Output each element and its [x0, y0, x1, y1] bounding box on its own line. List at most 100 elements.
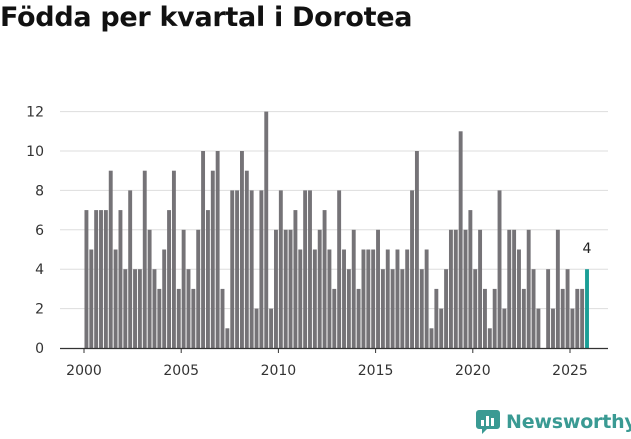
bar — [205, 210, 210, 348]
bar — [308, 190, 312, 348]
bar — [536, 308, 541, 348]
x-tick-label: 2010 — [261, 363, 297, 379]
bar — [254, 308, 259, 348]
bar — [152, 269, 157, 348]
y-tick-label: 12 — [26, 105, 44, 121]
bar — [439, 308, 444, 348]
bar — [473, 269, 478, 348]
bar — [448, 229, 453, 348]
bar — [551, 308, 555, 348]
newsworthy-brand-name: Newsworthy — [506, 411, 631, 433]
bar — [327, 249, 332, 348]
bar — [419, 269, 424, 348]
bar — [293, 210, 298, 348]
bar — [176, 288, 181, 348]
bar — [201, 151, 206, 348]
bar — [555, 229, 560, 348]
bar — [531, 269, 536, 348]
newsworthy-logo-icon — [476, 410, 500, 434]
bar — [580, 288, 585, 348]
bar — [376, 229, 380, 348]
bar — [521, 288, 526, 348]
bar — [259, 190, 264, 348]
bar — [133, 269, 137, 348]
bar — [269, 308, 274, 348]
bar — [167, 210, 171, 348]
bar — [283, 229, 288, 348]
gridlines — [60, 111, 608, 310]
bar — [526, 229, 531, 348]
bar — [517, 249, 521, 348]
bar — [240, 151, 244, 348]
y-tick-label: 2 — [35, 302, 44, 318]
bar — [424, 249, 429, 348]
bar — [162, 249, 167, 348]
bar — [215, 151, 220, 348]
bar — [220, 288, 225, 348]
bars — [84, 111, 589, 348]
bar — [346, 269, 351, 348]
bar — [342, 249, 346, 348]
bar — [429, 328, 434, 348]
bar — [235, 190, 240, 348]
bar — [337, 190, 342, 348]
bar — [137, 269, 142, 348]
bar — [380, 269, 385, 348]
bar — [84, 210, 89, 348]
bar — [157, 288, 162, 348]
bar — [502, 308, 507, 348]
bar — [249, 190, 254, 348]
bar — [497, 190, 502, 348]
bar — [565, 269, 570, 348]
x-axis-ticks: 2000 2005 2010 2015 2020 2025 — [66, 348, 588, 379]
bar — [317, 229, 322, 348]
bar — [492, 288, 497, 348]
bar — [186, 269, 191, 348]
bar — [512, 229, 517, 348]
bar — [385, 249, 390, 348]
bar — [171, 170, 176, 348]
bar — [89, 249, 94, 348]
bar — [230, 190, 235, 348]
bar — [278, 190, 283, 348]
bar — [147, 229, 152, 348]
bar — [371, 249, 376, 348]
bar — [560, 288, 565, 348]
bar — [288, 229, 293, 348]
bar — [128, 190, 133, 348]
bar — [103, 210, 108, 348]
x-tick-label: 2025 — [552, 363, 588, 379]
bar — [244, 170, 249, 348]
y-tick-label: 8 — [35, 183, 44, 199]
bar — [487, 328, 492, 348]
y-axis-ticks: 0 2 4 6 8 10 12 — [26, 105, 44, 357]
bar — [478, 229, 483, 348]
bar — [181, 229, 186, 348]
bar — [444, 269, 449, 348]
bar — [274, 229, 278, 348]
y-tick-label: 6 — [35, 223, 44, 239]
bar — [298, 249, 303, 348]
y-tick-label: 10 — [26, 144, 44, 160]
bar — [142, 170, 147, 348]
bar — [225, 328, 230, 348]
y-tick-label: 4 — [35, 262, 44, 278]
x-tick-label: 2005 — [163, 363, 199, 379]
bar — [196, 229, 201, 348]
bar — [405, 249, 410, 348]
bar — [468, 210, 473, 348]
bar — [356, 288, 361, 348]
bar-highlight — [585, 269, 589, 348]
bar — [303, 190, 308, 348]
bar — [99, 210, 103, 348]
y-tick-label: 0 — [35, 341, 44, 357]
bar — [570, 308, 575, 348]
bar — [463, 229, 468, 348]
bar — [322, 210, 327, 348]
bar — [458, 131, 463, 348]
x-tick-label: 2015 — [358, 363, 394, 379]
bar — [94, 210, 99, 348]
chart-title: Födda per kvartal i Dorotea — [0, 2, 413, 33]
bar — [390, 269, 395, 348]
